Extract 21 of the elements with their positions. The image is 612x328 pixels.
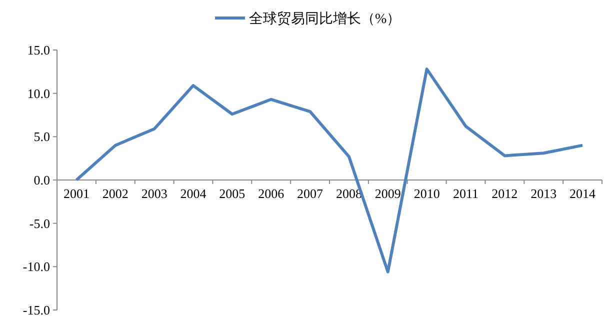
x-tick-label: 2011 [452, 186, 479, 201]
x-tick-label: 2014 [570, 186, 596, 201]
y-tick-label: -15.0 [22, 302, 50, 318]
x-tick-label: 2005 [219, 186, 246, 201]
x-tick-label: 2002 [102, 186, 128, 201]
x-tick-label: 2009 [374, 186, 401, 201]
y-tick-label: -5.0 [29, 216, 50, 231]
y-tick-label: 10.0 [27, 86, 50, 101]
y-tick-label: 5.0 [34, 129, 50, 144]
x-tick-label: 2003 [141, 186, 168, 201]
y-tick-label: 15.0 [27, 42, 50, 58]
y-tick-label: 0.0 [34, 172, 50, 188]
x-tick-label: 2013 [530, 186, 557, 201]
y-tick-label: -10.0 [22, 259, 50, 274]
x-tick-label: 2012 [492, 186, 518, 201]
legend-label: 全球贸易同比增长（%） [249, 10, 401, 27]
x-tick-label: 2007 [297, 186, 324, 201]
x-tick-label: 2010 [414, 186, 440, 201]
x-tick-label: 2001 [63, 186, 90, 201]
x-tick-label: 2004 [180, 186, 207, 201]
x-tick-label: 2006 [258, 186, 285, 201]
